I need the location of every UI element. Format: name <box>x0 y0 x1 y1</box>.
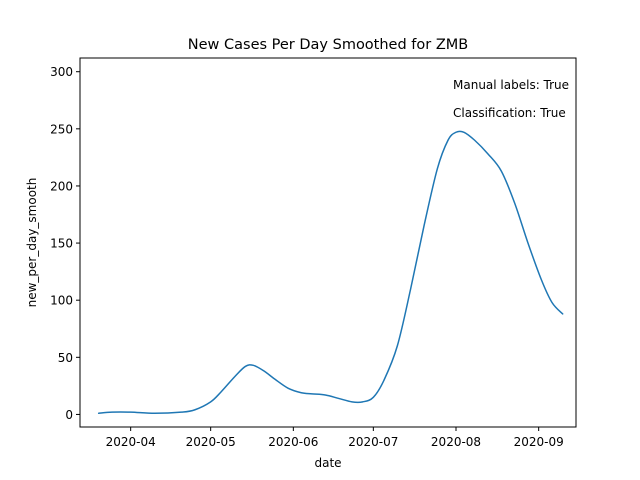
plot-frame <box>79 57 577 428</box>
y-tick-label: 100 <box>50 294 73 308</box>
y-tick-label: 200 <box>50 179 73 193</box>
y-tick-label: 300 <box>50 65 73 79</box>
y-tick-label: 150 <box>50 237 73 251</box>
annotation-classification: Classification: True <box>453 106 566 120</box>
x-tick-label: 2020-08 <box>431 435 481 449</box>
x-tick-label: 2020-07 <box>348 435 398 449</box>
x-axis: 2020-04 2020-05 2020-06 2020-07 2020-08 2020-… <box>106 427 564 449</box>
x-tick-label: 2020-04 <box>106 435 156 449</box>
y-tick-label: 0 <box>65 408 73 422</box>
y-axis-label: new_per_day_smooth <box>25 178 39 308</box>
y-tick-label: 50 <box>58 351 73 365</box>
annotation-manual-labels: Manual labels: True <box>453 78 569 92</box>
x-tick-label: 2020-06 <box>268 435 318 449</box>
chart-title: New Cases Per Day Smoothed for ZMB <box>188 37 468 53</box>
plot-area <box>97 130 564 415</box>
x-tick-label: 2020-09 <box>514 435 564 449</box>
x-tick-label: 2020-05 <box>186 435 236 449</box>
y-tick-label: 250 <box>50 122 73 136</box>
y-axis: 0 50 100 150 200 250 300 <box>50 65 80 422</box>
x-axis-label: date <box>314 456 341 470</box>
series-line <box>97 130 564 415</box>
